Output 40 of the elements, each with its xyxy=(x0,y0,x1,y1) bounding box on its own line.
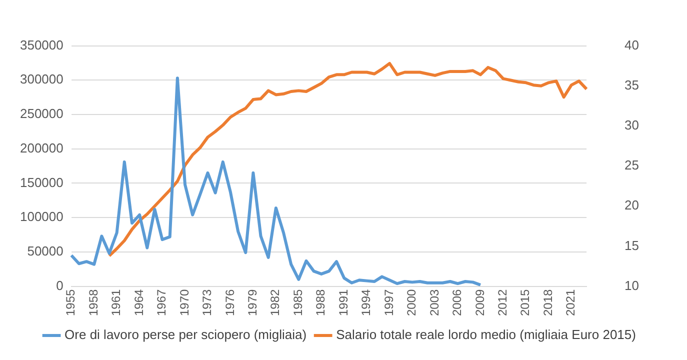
x-tick-label: 1985 xyxy=(290,288,305,316)
x-tick-label: 1997 xyxy=(382,288,396,316)
y2-tick-label: 20 xyxy=(624,198,640,213)
y-tick-label: 250000 xyxy=(20,106,64,122)
y-tick-label: 100000 xyxy=(20,209,64,224)
y2-tick-label: 10 xyxy=(624,278,640,293)
x-tick-label: 1967 xyxy=(154,288,169,316)
x-tick-label: 1964 xyxy=(132,288,146,316)
legend-label: Ore di lavoro perse per sciopero (migliaia) xyxy=(64,327,307,342)
x-tick-label: 1955 xyxy=(64,288,78,316)
y2-tick-label: 35 xyxy=(624,77,640,92)
y-tick-label: 200000 xyxy=(20,140,64,156)
x-tick-label: 1979 xyxy=(246,288,260,316)
x-tick-label: 2015 xyxy=(518,288,532,316)
y2-tick-label: 30 xyxy=(624,118,640,133)
x-tick-label: 2021 xyxy=(564,288,578,316)
x-tick-label: 1958 xyxy=(86,288,100,316)
x-tick-label: 2006 xyxy=(450,288,464,316)
y-tick-label: 350000 xyxy=(20,37,64,52)
y-tick-label: 150000 xyxy=(20,174,64,190)
x-tick-label: 1973 xyxy=(200,288,214,316)
x-tick-label: 1961 xyxy=(109,288,124,316)
x-tick-label: 2012 xyxy=(496,288,510,316)
legend-label: Salario totale reale lordo medio (migliaia Euro 2015) xyxy=(336,327,636,342)
y-tick-label: 0 xyxy=(56,278,64,293)
x-tick-label: 1994 xyxy=(359,288,374,316)
y2-tick-label: 15 xyxy=(624,238,640,253)
y-tick-label: 50000 xyxy=(27,244,64,259)
x-tick-label: 2009 xyxy=(472,288,487,316)
x-tick-label: 2000 xyxy=(404,288,419,316)
y-tick-label: 300000 xyxy=(20,72,64,87)
x-tick-label: 2018 xyxy=(540,288,555,316)
x-tick-label: 2003 xyxy=(427,288,442,316)
x-tick-label: 1970 xyxy=(177,288,192,316)
x-tick-label: 1991 xyxy=(336,288,350,316)
y2-tick-label: 25 xyxy=(624,158,640,173)
x-tick-label: 1982 xyxy=(268,288,282,316)
y2-tick-label: 40 xyxy=(624,37,640,52)
x-tick-label: 1988 xyxy=(314,288,328,316)
x-tick-label: 1976 xyxy=(222,288,237,316)
